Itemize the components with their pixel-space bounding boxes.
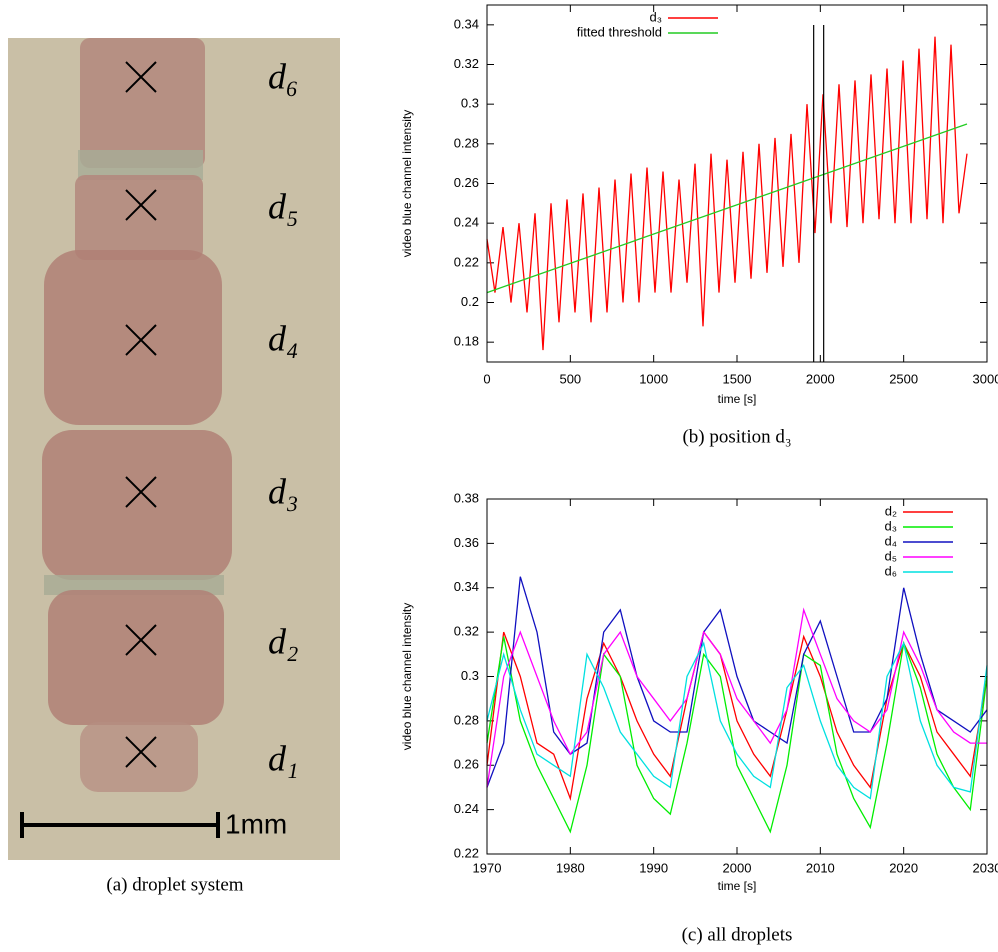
droplet xyxy=(80,38,205,168)
y-tick-label: 0.34 xyxy=(454,16,479,31)
droplet-label: d₅ xyxy=(268,186,299,226)
x-tick-label: 2020 xyxy=(889,860,918,875)
caption: (c) all droplets xyxy=(682,924,793,945)
legend-label: d₃ xyxy=(884,518,897,533)
caption: (b) position d₃ xyxy=(682,426,791,447)
x-tick-label: 0 xyxy=(483,371,490,386)
x-tick-label: 1500 xyxy=(723,371,752,386)
y-tick-label: 0.28 xyxy=(454,712,479,727)
x-tick-label: 1990 xyxy=(639,860,668,875)
legend-label: d₃ xyxy=(649,9,662,24)
x-tick-label: 2500 xyxy=(889,371,918,386)
y-axis-label: video blue channel intensity xyxy=(400,603,414,750)
legend-label: d₄ xyxy=(884,533,897,548)
plot-frame xyxy=(486,4,988,363)
y-tick-label: 0.24 xyxy=(454,215,479,230)
x-tick-label: 500 xyxy=(559,371,581,386)
data-line xyxy=(486,607,987,788)
markers xyxy=(125,61,157,768)
legend-label: d₂ xyxy=(885,503,897,518)
x-tick-label: 2030 xyxy=(973,860,998,875)
y-tick-label: 0.26 xyxy=(454,175,479,190)
legend-label: d₆ xyxy=(885,563,897,578)
x-tick-label: 2000 xyxy=(723,860,752,875)
y-tick-label: 0.36 xyxy=(454,535,479,550)
x-tick-label: 1970 xyxy=(473,860,502,875)
droplet-label: d₂ xyxy=(268,621,299,661)
droplet-label: d₄ xyxy=(268,318,299,358)
droplet xyxy=(48,590,224,725)
droplet-label: d₃ xyxy=(268,471,299,511)
y-tick-label: 0.34 xyxy=(454,579,479,594)
y-tick-label: 0.22 xyxy=(454,254,479,269)
x-tick-label: 2010 xyxy=(806,860,835,875)
y-tick-label: 0.32 xyxy=(454,624,479,639)
y-tick-label: 0.24 xyxy=(454,801,479,816)
y-axis-label: video blue channel intensity xyxy=(400,110,414,257)
droplet xyxy=(80,722,198,792)
droplet xyxy=(44,250,222,425)
x-axis-label: time [s] xyxy=(718,392,757,406)
droplet-label: d₁ xyxy=(268,738,299,778)
data-line xyxy=(486,630,988,801)
data-line xyxy=(486,636,988,834)
y-tick-label: 0.32 xyxy=(454,56,479,71)
droplet xyxy=(75,175,203,260)
x-axis-label: time [s] xyxy=(718,879,757,893)
caption: (a) droplet system xyxy=(106,874,243,895)
y-tick-label: 0.22 xyxy=(454,845,479,860)
scale-label: 1mm xyxy=(225,808,287,839)
cross-markers xyxy=(125,61,157,768)
legend-label: fitted threshold xyxy=(577,24,662,39)
x-tick-label: 2000 xyxy=(806,371,835,386)
data-line xyxy=(486,36,968,351)
y-tick-label: 0.28 xyxy=(454,135,479,150)
droplet xyxy=(42,430,232,580)
plot-frame xyxy=(486,498,988,855)
y-tick-label: 0.18 xyxy=(454,334,479,349)
y-tick-label: 0.2 xyxy=(461,294,479,309)
legend-label: d₅ xyxy=(885,548,897,563)
y-tick-label: 0.3 xyxy=(461,668,479,683)
x-tick-label: 1980 xyxy=(556,860,585,875)
x-tick-label: 3000 xyxy=(973,371,998,386)
x-tick-label: 1000 xyxy=(639,371,668,386)
droplet-label: d₆ xyxy=(268,56,299,96)
photo: 1mm d₆ d₅ d₄ d₃ d₂ d₁ (a) droplet system xyxy=(8,38,340,895)
y-tick-label: 0.26 xyxy=(454,757,479,772)
y-tick-label: 0.38 xyxy=(454,490,479,505)
data-line xyxy=(486,123,968,294)
y-tick-label: 0.3 xyxy=(461,96,479,111)
data-line xyxy=(486,641,988,800)
